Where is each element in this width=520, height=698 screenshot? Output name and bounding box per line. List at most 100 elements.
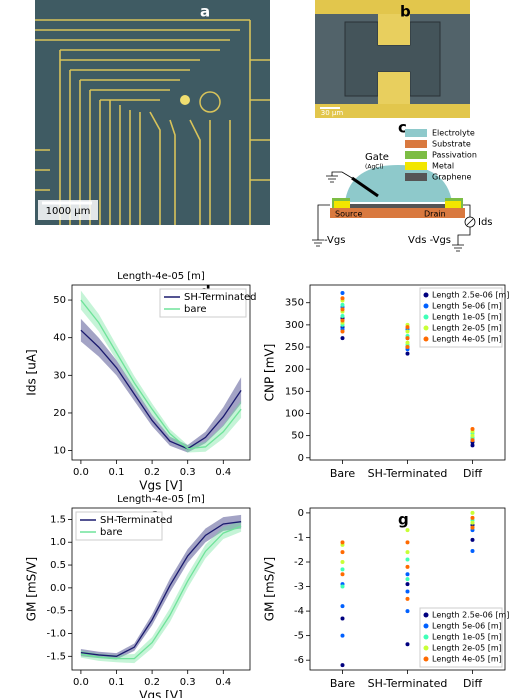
scale-bar-label: 30 µm	[321, 109, 344, 117]
x-tick-label: Bare	[330, 467, 356, 480]
micrograph-b: 30 µm b	[315, 0, 470, 118]
x-tick-label: 0.4	[215, 677, 231, 688]
legend: Electrolyte Substrate Passivation Metal Grap…	[405, 129, 477, 182]
x-tick-label: 0.1	[109, 677, 125, 688]
x-tick-label: 0.2	[144, 677, 160, 688]
data-point	[470, 433, 475, 438]
y-tick-label: 150	[285, 386, 304, 397]
legend-label: Length 1e-05 [m]	[432, 313, 502, 322]
confidence-band	[80, 520, 242, 664]
legend-label: Length 5e-06 [m]	[432, 622, 502, 631]
y-tick-label: 20	[53, 408, 66, 419]
data-point	[340, 604, 345, 609]
legend-label: Length 2.5e-06 [m]	[432, 611, 509, 620]
panel-label: a	[200, 3, 210, 21]
data-point	[405, 345, 410, 350]
legend-label: SH-Terminated	[184, 292, 256, 303]
plot-frame	[71, 507, 251, 671]
y-tick-label: 300	[285, 320, 304, 331]
chart-title: Length-4e-05 [m]	[117, 271, 205, 282]
legend-swatch	[405, 140, 427, 148]
confidence-band	[80, 514, 242, 660]
y-axis-label: CNP [mV]	[263, 344, 277, 402]
data-point	[470, 525, 475, 530]
data-point	[405, 557, 410, 562]
y-tick-label: 350	[285, 298, 304, 309]
y-tick-label: 250	[285, 342, 304, 353]
y-tick-label: -3	[294, 582, 304, 593]
circuit	[312, 171, 476, 252]
data-point	[340, 307, 345, 312]
data-point	[340, 567, 345, 572]
y-tick-label: 0	[298, 508, 304, 519]
y-axis-label: GM [mS/V]	[263, 557, 277, 621]
series-line	[80, 299, 242, 450]
x-tick-label: 0.2	[144, 467, 160, 478]
y-tick-label: -6	[294, 655, 304, 666]
data-point	[340, 329, 345, 334]
data-point	[470, 510, 475, 515]
y-tick-label: 0	[298, 453, 304, 464]
y-tick-label: -1.0	[46, 628, 66, 639]
x-axis-label: Vgs [V]	[139, 479, 182, 493]
legend-swatch	[423, 645, 429, 651]
data-point	[405, 596, 410, 601]
data-point	[340, 663, 345, 668]
data-point	[405, 642, 410, 647]
data-point	[340, 550, 345, 555]
data-point	[405, 572, 410, 577]
metal	[334, 201, 350, 208]
x-tick-label: 0.0	[73, 467, 89, 478]
data-point	[405, 351, 410, 356]
x-tick-label: 0.4	[215, 467, 231, 478]
series-line	[80, 521, 242, 657]
x-tick-label: 0.0	[73, 677, 89, 688]
panel-label: c	[398, 119, 407, 137]
y-tick-label: 50	[291, 431, 304, 442]
data-point	[405, 340, 410, 345]
legend-label: Length 1e-05 [m]	[432, 633, 502, 642]
data-point	[405, 564, 410, 569]
x-tick-label: Diff	[463, 467, 483, 480]
legend-label: bare	[184, 304, 207, 315]
x-tick-label: SH-Terminated	[368, 467, 448, 480]
legend-label: Substrate	[432, 140, 471, 149]
y-tick-label: 0.0	[50, 583, 66, 594]
series-line	[80, 525, 242, 660]
y-tick-label: 200	[285, 364, 304, 375]
panel-label: g	[398, 511, 409, 529]
data-point	[340, 616, 345, 621]
scale-bar-bg	[38, 200, 98, 220]
legend-swatch	[423, 325, 429, 331]
confidence-band	[80, 290, 242, 453]
y-tick-label: -0.5	[46, 606, 66, 617]
data-point	[405, 329, 410, 334]
legend-box	[75, 511, 163, 541]
data-point	[405, 589, 410, 594]
data-point	[340, 584, 345, 589]
data-point	[340, 302, 345, 307]
x-tick-label: 0.3	[180, 677, 196, 688]
data-point	[340, 336, 345, 341]
metal	[445, 201, 461, 208]
data-point	[470, 426, 475, 431]
legend-swatch	[423, 336, 429, 342]
data-point	[405, 582, 410, 587]
y-tick-label: -4	[294, 606, 304, 617]
substrate	[330, 208, 465, 218]
data-point	[405, 325, 410, 330]
legend-box	[159, 288, 247, 318]
data-point	[340, 560, 345, 564]
data-point	[470, 515, 475, 520]
gate-label: Gate	[365, 152, 389, 163]
legend-label: Graphene	[432, 173, 472, 182]
data-point	[470, 548, 475, 553]
legend-swatch	[423, 612, 429, 618]
data-point	[470, 537, 475, 542]
data-point	[340, 633, 345, 638]
drain-label: Drain	[424, 210, 446, 219]
data-point	[405, 609, 410, 614]
vds-label: Vds -Vgs	[408, 235, 451, 246]
y-tick-label: 1.5	[50, 514, 66, 525]
